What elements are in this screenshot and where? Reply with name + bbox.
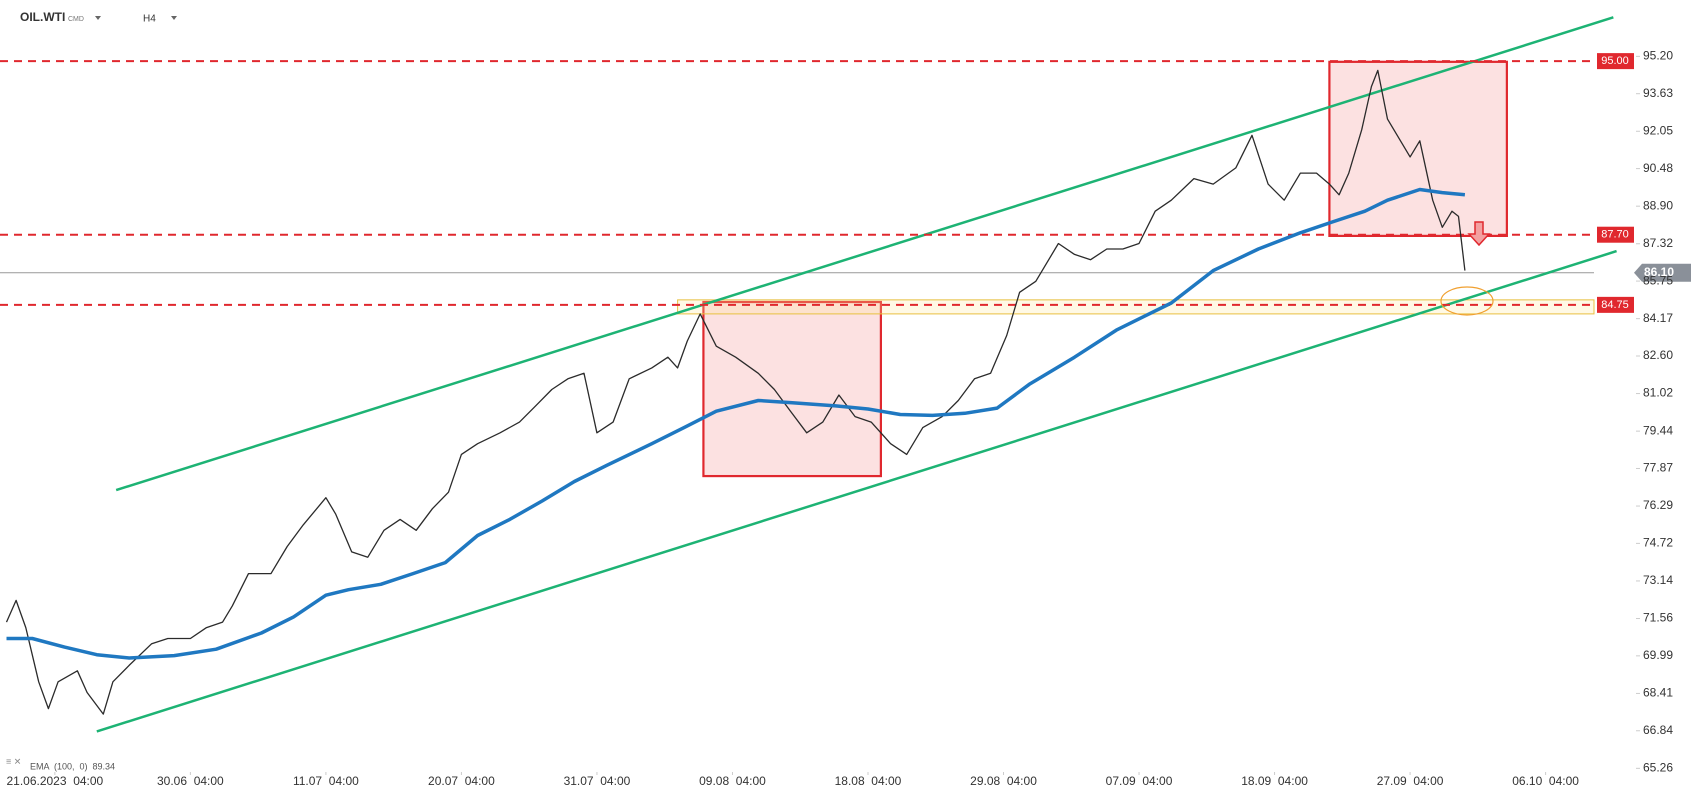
level-label: 84.75 — [1601, 299, 1629, 311]
x-tick-label: 18.09 04:00 — [1241, 774, 1308, 788]
interval-dropdown[interactable] — [171, 16, 177, 20]
y-tick-label: 81.02 — [1643, 386, 1673, 400]
level-tag — [1597, 53, 1634, 70]
market: CMD — [68, 16, 84, 23]
symbol[interactable]: OIL.WTI — [20, 10, 65, 24]
ema-line — [6, 187, 1466, 660]
last-price-tag — [1634, 263, 1691, 282]
y-tick-label: 65.26 — [1643, 761, 1673, 775]
y-tick-label: 90.48 — [1643, 161, 1673, 175]
y-tick-label: 68.41 — [1643, 686, 1673, 700]
interval[interactable]: H4 — [143, 14, 156, 25]
y-tick-label: 84.17 — [1643, 311, 1673, 325]
y-tick-label: 71.56 — [1643, 611, 1673, 625]
y-tick-label: 82.60 — [1643, 348, 1673, 362]
x-tick-label: 27.09 04:00 — [1377, 774, 1444, 788]
channel-line — [96, 249, 1617, 733]
level-tag — [1597, 296, 1634, 313]
x-tick-label: 30.06 04:00 — [157, 774, 224, 788]
indicator-label: EMA (100, 0) 89.34 — [30, 761, 115, 771]
y-tick-label: 92.05 — [1643, 123, 1673, 137]
y-tick-label: 73.14 — [1643, 573, 1673, 587]
down-arrow — [1467, 221, 1491, 247]
y-tick-label: 88.90 — [1643, 198, 1673, 212]
x-tick-label: 21.06.2023 04:00 — [6, 774, 103, 788]
support-band — [677, 299, 1595, 315]
channel-line — [115, 16, 1614, 492]
y-tick-label: 87.32 — [1643, 236, 1673, 250]
plot: 86.10 95.00 87.70 84.75 95.20 93.63 92.05 90.48… — [0, 16, 1691, 788]
y-tick-label: 74.72 — [1643, 536, 1673, 550]
x-tick-label: 09.08 04:00 — [699, 774, 766, 788]
x-tick-label: 18.08 04:00 — [835, 774, 902, 788]
zone — [1328, 60, 1508, 237]
level-label: 87.70 — [1601, 229, 1629, 241]
y-tick-label: 93.63 — [1643, 86, 1673, 100]
y-tick-label: 76.29 — [1643, 498, 1673, 512]
x-tick-label: 06.10 04:00 — [1512, 774, 1579, 788]
last-price-label: 86.10 — [1644, 265, 1674, 279]
indicator-icons[interactable]: ≡ ✕ — [6, 756, 21, 766]
y-tick-label: 77.87 — [1643, 461, 1673, 475]
x-tick-label: 31.07 04:00 — [564, 774, 631, 788]
y-tick-label: 85.75 — [1643, 273, 1673, 287]
x-tick-label: 07.09 04:00 — [1106, 774, 1173, 788]
y-tick-label: 79.44 — [1643, 423, 1673, 437]
level-label: 95.00 — [1601, 55, 1629, 67]
x-tick-label: 11.07 04:00 — [293, 774, 359, 788]
symbol-dropdown[interactable] — [95, 16, 101, 20]
level-tag — [1597, 226, 1634, 243]
x-tick-label: 29.08 04:00 — [970, 774, 1037, 788]
y-tick-label: 69.99 — [1643, 648, 1673, 662]
highlight-ellipse — [1440, 286, 1494, 316]
zone — [702, 300, 882, 478]
x-tick-label: 20.07 04:00 — [428, 774, 495, 788]
y-tick-label: 66.84 — [1643, 723, 1673, 737]
y-tick-label: 95.20 — [1643, 49, 1673, 63]
price-line — [5, 69, 1466, 715]
